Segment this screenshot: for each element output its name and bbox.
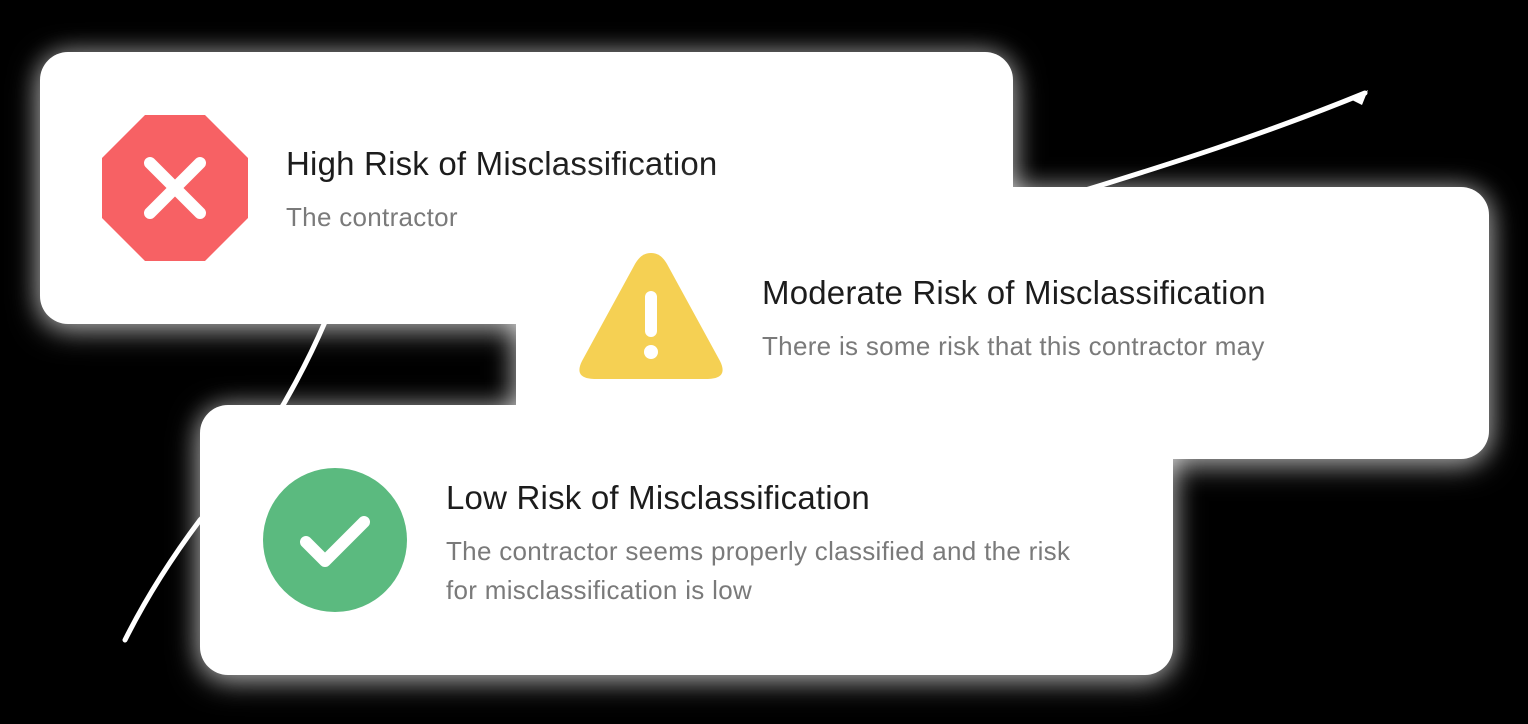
- high-risk-title: High Risk of Misclassification: [286, 145, 718, 182]
- low-risk-text: Low Risk of Misclassification The contra…: [446, 478, 1146, 610]
- x-octagon-icon: [102, 115, 248, 261]
- moderate-risk-description: There is some risk that this contractor …: [762, 331, 1265, 361]
- moderate-risk-text: Moderate Risk of Misclassification There…: [762, 273, 1462, 366]
- low-risk-description: The contractor seems properly classified…: [446, 536, 1071, 605]
- low-risk-card: Low Risk of Misclassification The contra…: [200, 405, 1173, 675]
- high-risk-description: The contractor: [286, 202, 458, 232]
- low-risk-title: Low Risk of Misclassification: [446, 479, 870, 516]
- moderate-risk-title: Moderate Risk of Misclassification: [762, 274, 1266, 311]
- high-risk-text: High Risk of Misclassification The contr…: [286, 144, 986, 237]
- warning-triangle-icon: [579, 253, 723, 379]
- check-circle-icon: [263, 468, 407, 612]
